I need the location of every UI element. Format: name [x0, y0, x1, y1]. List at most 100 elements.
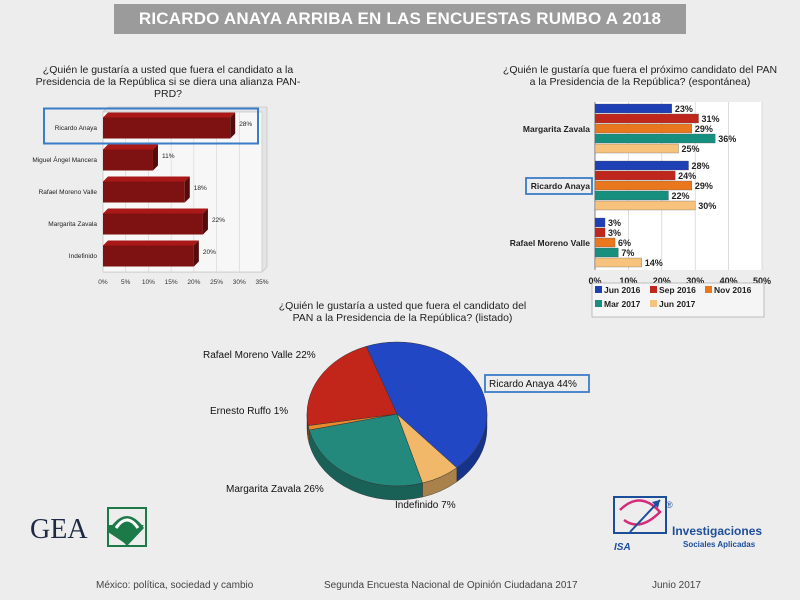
chart2-value-label: 14% [645, 258, 663, 268]
chart2-legend-label: Jun 2016 [604, 285, 641, 295]
chart1-value-label: 18% [194, 185, 207, 192]
chart2-highlight-box [525, 177, 593, 195]
chart1-xtick: 10% [142, 279, 155, 286]
chart3-slice-label: Indefinido 7% [395, 500, 456, 511]
chart1-xtick: 35% [255, 279, 268, 286]
chart3-slice [308, 413, 423, 487]
chart1-category-label: Miguel Ángel Mancera [32, 155, 97, 164]
chart2-title: ¿Quién le gustaría que fuera el próximo … [502, 64, 778, 88]
chart2-bar [594, 247, 619, 258]
chart2-legend-label: Mar 2017 [604, 299, 641, 309]
chart1-bar-side [184, 176, 190, 203]
chart2-category-label: Ricardo Anaya [531, 181, 590, 191]
chart2-bar [594, 190, 669, 201]
chart1-xtick: 25% [210, 279, 223, 286]
chart2-value-label: 22% [671, 191, 689, 201]
chart3-slice-label: Rafael Moreno Valle 22% [203, 350, 316, 361]
chart1-category-label: Indefinido [69, 253, 98, 260]
chart2-bar [594, 180, 693, 191]
chart1-category-label: Margarita Zavala [48, 221, 97, 228]
chart2-bar [594, 217, 606, 228]
chart2-bar [594, 170, 676, 181]
footer-right: Junio 2017 [652, 580, 701, 591]
chart1-value-label: 11% [162, 153, 175, 160]
chart2-legend-label: Nov 2016 [714, 285, 752, 295]
chart1-bar-side [193, 240, 199, 267]
chart1-bar-top [103, 112, 236, 118]
chart1-bar [103, 117, 231, 139]
chart2-value-label: 24% [678, 171, 696, 181]
chart2-xtick: 30% [686, 276, 704, 286]
gea-logo-text: GEA [30, 514, 88, 545]
chart2-bar [594, 113, 699, 124]
chart2-value-label: 7% [621, 248, 634, 258]
isa-logo-text: ISA [614, 542, 631, 553]
chart2-bar [594, 227, 606, 238]
chart2-value-label: 30% [698, 201, 716, 211]
registered-mark: ® [666, 500, 673, 510]
chart2-legend-swatch [705, 286, 712, 293]
isa-name-line1: Investigaciones [672, 524, 763, 538]
chart1-bar-side [230, 112, 236, 139]
chart1-category-label: Ricardo Anaya [55, 125, 98, 132]
chart2-bar [594, 200, 696, 211]
chart2-legend-swatch [595, 300, 602, 307]
chart2-bar [594, 133, 716, 144]
chart2-bar [594, 237, 616, 248]
chart2-value-label: 28% [692, 161, 710, 171]
chart1-value-label: 28% [239, 121, 252, 128]
chart3-slice [365, 341, 488, 469]
chart1-bar-side [152, 144, 158, 171]
chart1-xtick: 30% [233, 279, 246, 286]
chart2-value-label: 23% [675, 104, 693, 114]
chart2-xtick: 50% [753, 276, 771, 286]
chart1-category-label: Rafael Moreno Valle [39, 189, 98, 196]
chart1-bar [103, 181, 185, 203]
chart3-title: ¿Quién le gustaría a usted que fuera el … [278, 300, 527, 324]
chart2-bar [594, 103, 672, 114]
chart1-bar-side [202, 208, 208, 235]
chart2-legend-label: Sep 2016 [659, 285, 696, 295]
chart2-value-label: 31% [702, 114, 720, 124]
chart2-xtick: 20% [653, 276, 671, 286]
chart2-category-label: Margarita Zavala [523, 124, 590, 134]
isa-name-line2: Sociales Aplicadas [683, 540, 756, 549]
chart1-xtick: 20% [187, 279, 200, 286]
chart1-value-label: 22% [212, 217, 225, 224]
chart1-bar-top [103, 208, 208, 214]
chart1-bar-top [103, 176, 190, 182]
chart2-value-label: 29% [695, 124, 713, 134]
chart2-xtick: 40% [720, 276, 738, 286]
chart3-slice-label: Margarita Zavala 26% [226, 484, 324, 495]
chart2-xtick: 0% [588, 276, 601, 286]
chart2-bar [594, 257, 642, 268]
chart3-slice [306, 346, 398, 426]
chart2-value-label: 3% [608, 218, 621, 228]
chart3-highlight-box [484, 374, 590, 393]
chart1-bar [103, 149, 153, 171]
chart1-bar [103, 213, 203, 235]
chart2-legend-swatch [595, 286, 602, 293]
chart1-title: ¿Quién le gustaría a usted que fuera el … [35, 64, 301, 100]
footer-center: Segunda Encuesta Nacional de Opinión Ciu… [324, 580, 578, 591]
chart2-legend-swatch [650, 286, 657, 293]
chart2-value-label: 29% [695, 181, 713, 191]
chart2-value-label: 25% [682, 144, 700, 154]
chart1-xtick: 5% [121, 279, 131, 286]
chart3-slice-label: Ernesto Ruffo 1% [210, 406, 288, 417]
chart2-legend-label: Jun 2017 [659, 299, 696, 309]
chart2-value-label: 36% [718, 134, 736, 144]
chart1-highlight-box [43, 107, 259, 145]
page-title: RICARDO ANAYA ARRIBA EN LAS ENCUESTAS RU… [114, 4, 686, 34]
chart3-slice-label: Ricardo Anaya 44% [489, 379, 577, 390]
chart2-value-label: 3% [608, 228, 621, 238]
chart2-bar [594, 143, 679, 154]
chart2-bar [594, 123, 693, 134]
chart2-xtick: 10% [619, 276, 637, 286]
chart2-legend [591, 282, 765, 318]
chart1-bar-top [103, 144, 158, 150]
